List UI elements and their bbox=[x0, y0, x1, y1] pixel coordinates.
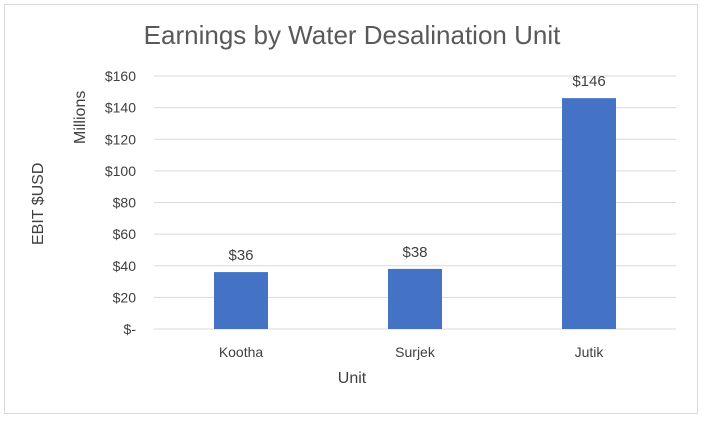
data-label: $36 bbox=[228, 247, 253, 264]
y-tick-label: $40 bbox=[113, 258, 137, 274]
y-tick-label: $- bbox=[124, 321, 137, 337]
x-tick-label: Kootha bbox=[219, 344, 264, 360]
y-tick-label: $160 bbox=[105, 68, 136, 84]
bar bbox=[214, 272, 268, 329]
y-tick-label: $140 bbox=[105, 100, 136, 116]
bar bbox=[562, 98, 616, 329]
y-tick-label: $80 bbox=[113, 195, 137, 211]
y-tick-label: $120 bbox=[105, 131, 136, 147]
y-tick-label: $20 bbox=[113, 289, 137, 305]
data-label: $146 bbox=[572, 73, 605, 90]
data-label: $38 bbox=[402, 244, 427, 261]
x-axis-label: Unit bbox=[337, 370, 367, 387]
chart-title: Earnings by Water Desalination Unit bbox=[143, 20, 561, 50]
y-tick-label: $100 bbox=[105, 163, 136, 179]
y-tick-label: $60 bbox=[113, 226, 137, 242]
bar bbox=[388, 268, 442, 329]
x-tick-label: Surjek bbox=[395, 344, 436, 360]
x-tick-label: Jutik bbox=[575, 344, 605, 360]
